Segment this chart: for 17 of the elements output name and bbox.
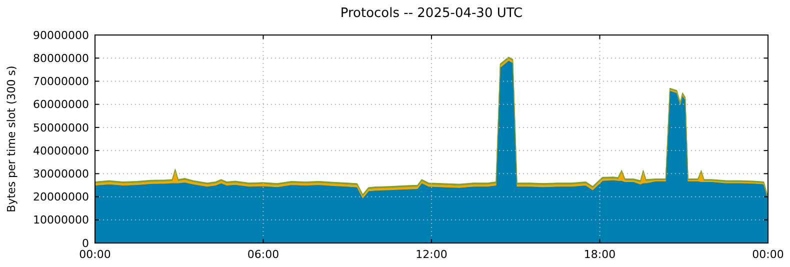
x-tick-label: 00:00 [752,248,784,261]
y-tick-label: 70000000 [33,75,89,88]
y-tick-label: 0 [82,236,89,250]
x-tick-label: 12:00 [416,248,448,261]
y-tick-label: 80000000 [33,52,89,65]
y-tick-label: 50000000 [33,121,89,134]
x-tick-label: 06:00 [247,248,280,261]
chart-title: Protocols -- 2025-04-30 UTC [340,6,523,21]
y-tick-label: 30000000 [33,168,89,181]
x-tick-label: 18:00 [584,248,616,261]
y-axis-title: Bytes per time slot (300 s) [5,66,18,212]
y-tick-label: 40000000 [33,144,89,158]
y-tick-label: 60000000 [33,98,89,112]
y-tick-label: 20000000 [33,190,89,204]
y-tick-label: 10000000 [33,214,89,227]
x-tick-label: 00:00 [79,248,111,261]
y-tick-label: 90000000 [33,28,89,42]
